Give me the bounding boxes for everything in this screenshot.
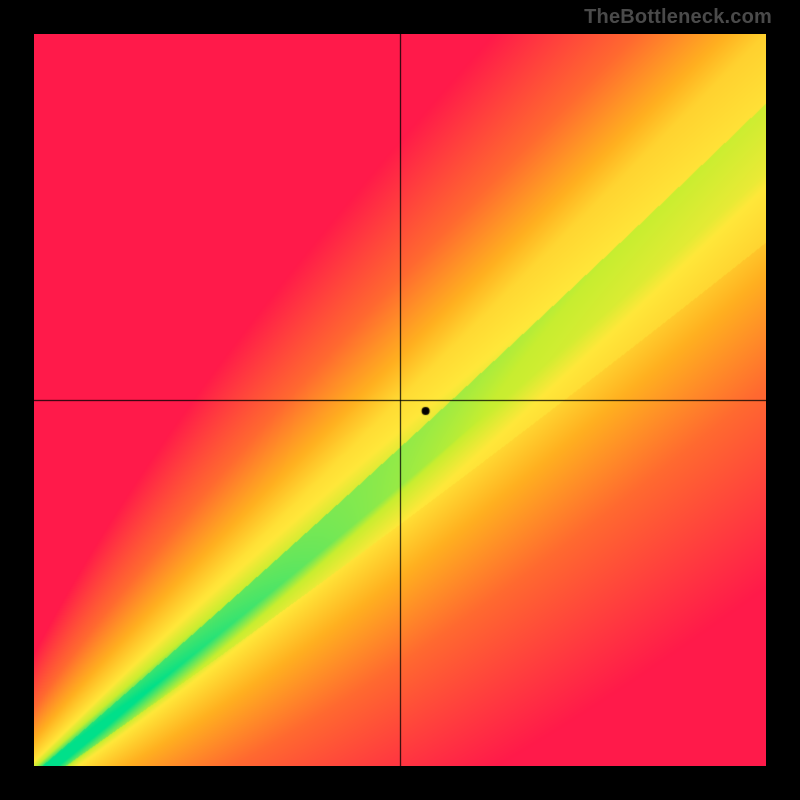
bottleneck-heatmap: [34, 34, 766, 766]
heatmap-plot-area: [34, 34, 766, 766]
watermark-text: TheBottleneck.com: [584, 6, 772, 29]
chart-container: TheBottleneck.com: [0, 0, 800, 800]
